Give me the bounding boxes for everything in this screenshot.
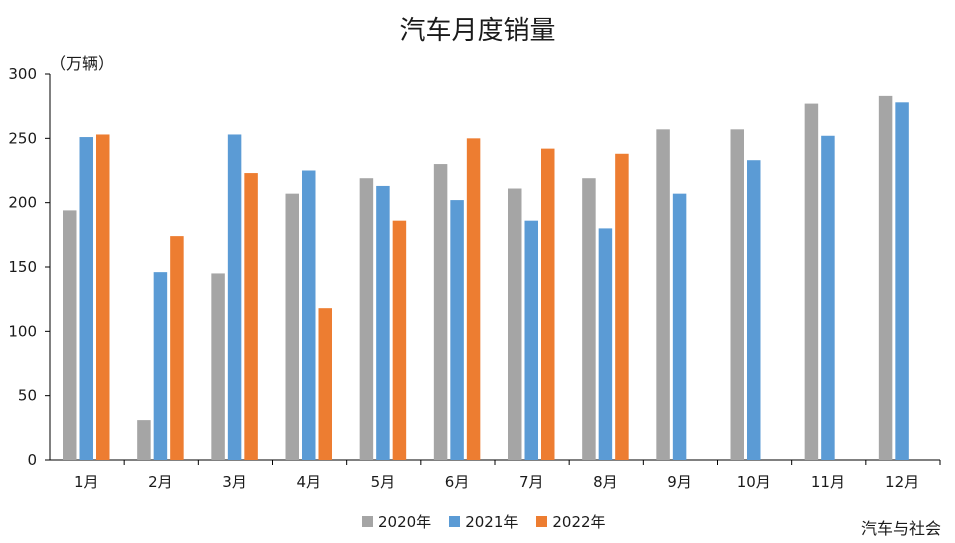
x-tick-label: 12月	[885, 473, 919, 491]
x-tick-label: 9月	[667, 473, 692, 491]
y-tick-label: 50	[18, 387, 37, 405]
bar-2022年-5月	[392, 220, 407, 460]
bar-2022年-8月	[615, 153, 629, 461]
bar-2022年-1月	[96, 134, 110, 460]
legend-label-2021: 2021年	[465, 513, 519, 531]
y-tick-label: 200	[8, 194, 37, 212]
bar-2020年-12月	[878, 95, 893, 460]
legend: 2020年 2021年 2022年	[362, 511, 606, 532]
chart-title: 汽车月度销量	[399, 16, 556, 46]
axes	[45, 73, 941, 465]
x-tick-label: 7月	[519, 473, 544, 491]
bar-2022年-4月	[318, 308, 332, 460]
bar-2021年-3月	[227, 134, 242, 460]
legend-swatch-2022	[536, 516, 548, 527]
y-tick-label: 0	[27, 451, 37, 469]
bar-2020年-2月	[137, 420, 151, 460]
y-tick-label: 100	[8, 322, 37, 340]
x-tick-label: 5月	[371, 473, 396, 491]
bar-2021年-6月	[450, 200, 464, 461]
bar-2021年-12月	[895, 102, 909, 460]
x-tick-label: 6月	[445, 473, 470, 491]
bar-2020年-6月	[433, 164, 448, 461]
bar-2020年-4月	[285, 193, 299, 460]
bar-2020年-9月	[656, 129, 670, 460]
bar-2020年-7月	[508, 188, 522, 460]
bar-2021年-8月	[598, 228, 613, 460]
bars	[63, 95, 909, 461]
x-tick-label: 10月	[737, 473, 771, 491]
legend-item-2021: 2021年	[449, 511, 518, 532]
legend-label-2022: 2022年	[552, 513, 606, 531]
bar-2021年-9月	[672, 193, 687, 460]
bar-2022年-6月	[466, 138, 481, 461]
x-tick-label: 11月	[811, 473, 845, 491]
bar-2021年-5月	[376, 185, 390, 460]
tick-labels: 0 50 100 150 200 250 300 1月 2月 3月 4月 5月 6月 7月 8月 9月 10月 1…	[8, 65, 919, 491]
y-tick-label: 150	[8, 258, 37, 276]
bar-2022年-7月	[541, 148, 555, 461]
bar-2021年-1月	[79, 137, 93, 460]
x-tick-label: 4月	[296, 473, 321, 491]
bar-2021年-10月	[747, 160, 761, 460]
x-tick-label: 1月	[74, 473, 99, 491]
x-tick-label: 3月	[222, 473, 247, 491]
legend-label-2020: 2020年	[378, 513, 432, 531]
bar-2022年-3月	[244, 173, 258, 460]
bar-2020年-11月	[804, 103, 819, 461]
bar-2021年-11月	[821, 135, 835, 460]
bar-2021年-4月	[302, 170, 316, 460]
x-tick-label: 2月	[148, 473, 173, 491]
bar-2020年-5月	[359, 178, 374, 460]
y-tick-label: 300	[8, 65, 37, 83]
legend-item-2020: 2020年	[362, 511, 431, 532]
y-tick-label: 250	[8, 129, 37, 147]
bar-2020年-3月	[211, 273, 225, 460]
legend-item-2022: 2022年	[536, 511, 606, 532]
bar-2021年-7月	[524, 220, 538, 460]
bar-2020年-10月	[730, 129, 744, 460]
source-label: 汽车与社会	[860, 519, 941, 538]
legend-swatch-2021	[449, 516, 461, 527]
bar-2020年-8月	[582, 178, 596, 460]
legend-swatch-2020	[362, 516, 373, 527]
y-axis-unit-label: （万辆）	[50, 54, 115, 73]
bar-2021年-2月	[153, 272, 168, 460]
bar-2020年-1月	[63, 210, 77, 460]
bar-2022年-2月	[170, 236, 184, 460]
x-tick-label: 8月	[593, 473, 618, 491]
